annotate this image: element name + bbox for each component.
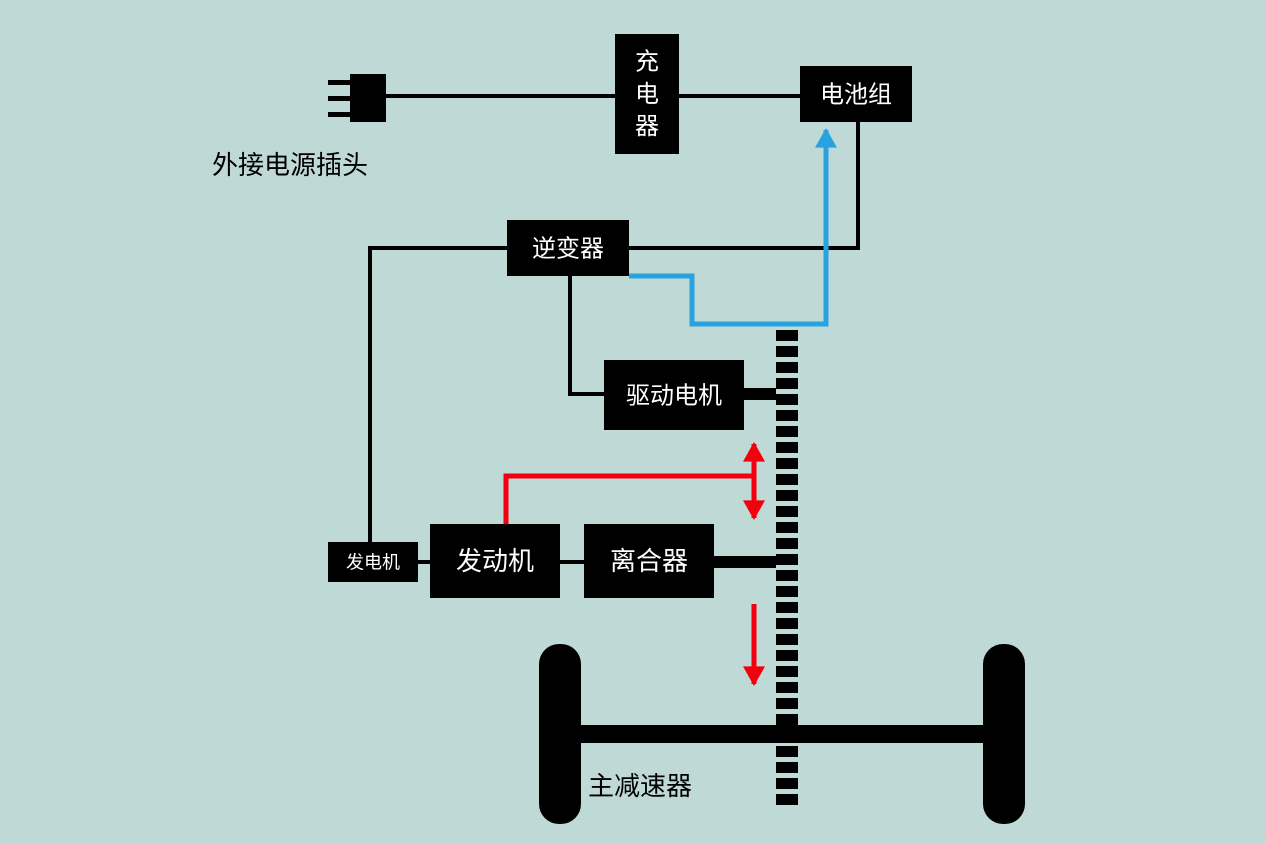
rack-seg-29 — [776, 794, 798, 805]
rack-seg-14 — [776, 554, 798, 565]
diagram-root: 充电器 电池组逆变器驱动电机发电机 发动机 离合器 外接电源插头主减速器 — [0, 0, 1266, 844]
rack-seg-23 — [776, 698, 798, 709]
caption-plug: 外接电源插头 — [212, 151, 368, 180]
box-charger-label-0: 充 — [635, 48, 659, 75]
box-motor-label: 驱动电机 — [626, 382, 722, 409]
axle-bar — [560, 725, 1004, 743]
rack-seg-26 — [776, 746, 798, 757]
box-generator-label: 发电机 — [346, 552, 400, 572]
rack-seg-2 — [776, 362, 798, 373]
box-engine-label: 发动机 — [456, 546, 534, 576]
rack-seg-9 — [776, 474, 798, 485]
plug-prong-2 — [328, 112, 350, 117]
right-wheel — [983, 644, 1025, 824]
plug-prong-0 — [328, 80, 350, 85]
box-charger-label-2: 器 — [635, 113, 659, 140]
rack-seg-21 — [776, 666, 798, 677]
rack-seg-8 — [776, 458, 798, 469]
rack-seg-0 — [776, 330, 798, 341]
box-charger-label-1: 电 — [635, 81, 659, 108]
rack-seg-24 — [776, 714, 798, 725]
rack-seg-7 — [776, 442, 798, 453]
plug-body — [350, 74, 386, 122]
rack-seg-17 — [776, 602, 798, 613]
diagram-svg: 充电器 电池组逆变器驱动电机发电机 发动机 离合器 外接电源插头主减速器 — [0, 0, 1266, 844]
rack-seg-15 — [776, 570, 798, 581]
rack-seg-22 — [776, 682, 798, 693]
rack-seg-5 — [776, 410, 798, 421]
rack-seg-11 — [776, 506, 798, 517]
rack-seg-16 — [776, 586, 798, 597]
rack-seg-10 — [776, 490, 798, 501]
rack-seg-18 — [776, 618, 798, 629]
rack-seg-27 — [776, 762, 798, 773]
rack-seg-20 — [776, 650, 798, 661]
rack-seg-6 — [776, 426, 798, 437]
rack-seg-1 — [776, 346, 798, 357]
caption-reducer: 主减速器 — [588, 772, 692, 801]
left-wheel — [539, 644, 581, 824]
rack-seg-19 — [776, 634, 798, 645]
rack-seg-4 — [776, 394, 798, 405]
rack-seg-12 — [776, 522, 798, 533]
rack-seg-3 — [776, 378, 798, 389]
box-battery-label: 电池组 — [820, 81, 892, 108]
rack-seg-28 — [776, 778, 798, 789]
box-inverter-label: 逆变器 — [532, 235, 604, 262]
box-clutch-label: 离合器 — [610, 546, 688, 576]
plug-prong-1 — [328, 96, 350, 101]
rack-seg-13 — [776, 538, 798, 549]
